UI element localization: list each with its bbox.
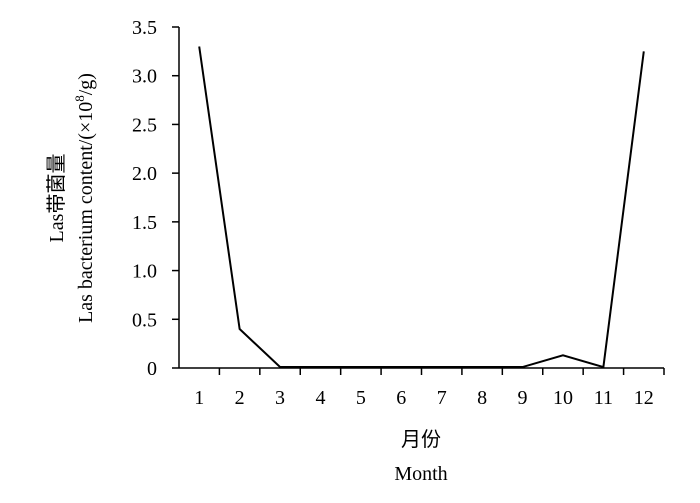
x-axis-label-cn: 月份: [401, 428, 441, 451]
axes: [179, 27, 664, 368]
x-tick-label: 12: [634, 387, 654, 409]
y-tick-label: 2.0: [132, 163, 157, 185]
y-axis-label-en: Las bacterium content/(×108/g): [72, 73, 97, 323]
x-tick-label: 4: [315, 387, 325, 409]
x-tick-label: 8: [477, 387, 487, 409]
x-tick-label: 7: [437, 387, 447, 409]
y-axis-label-en-prefix: Las bacterium content/(×10: [75, 102, 97, 323]
y-axis-label-en-suffix: /g): [75, 73, 97, 95]
x-tick-label: 1: [194, 387, 204, 409]
y-tick-label: 2.5: [132, 114, 157, 136]
x-tick-label: 3: [275, 387, 285, 409]
x-tick-label: 10: [553, 387, 573, 409]
x-tick-label: 6: [396, 387, 406, 409]
y-tick-label: 3.0: [132, 66, 157, 88]
x-tick-label: 2: [235, 387, 245, 409]
y-tick-label: 1.5: [132, 212, 157, 234]
series-line: [199, 46, 644, 367]
y-tick-label: 3.5: [132, 17, 157, 39]
x-tick-label: 5: [356, 387, 366, 409]
x-tick-label: 11: [594, 387, 613, 409]
x-tick-label: 9: [518, 387, 528, 409]
y-ticks: 0 0.5 1.0 1.5 2.0 2.5 3.0 3.5: [132, 17, 179, 380]
y-tick-label: 1.0: [132, 261, 157, 283]
y-tick-label: 0: [147, 358, 157, 380]
y-axis-label-cn: Las带菌量: [45, 154, 68, 243]
series-group: [199, 46, 644, 367]
x-axis-label-en: Month: [394, 463, 447, 485]
y-tick-label: 0.5: [132, 309, 157, 331]
